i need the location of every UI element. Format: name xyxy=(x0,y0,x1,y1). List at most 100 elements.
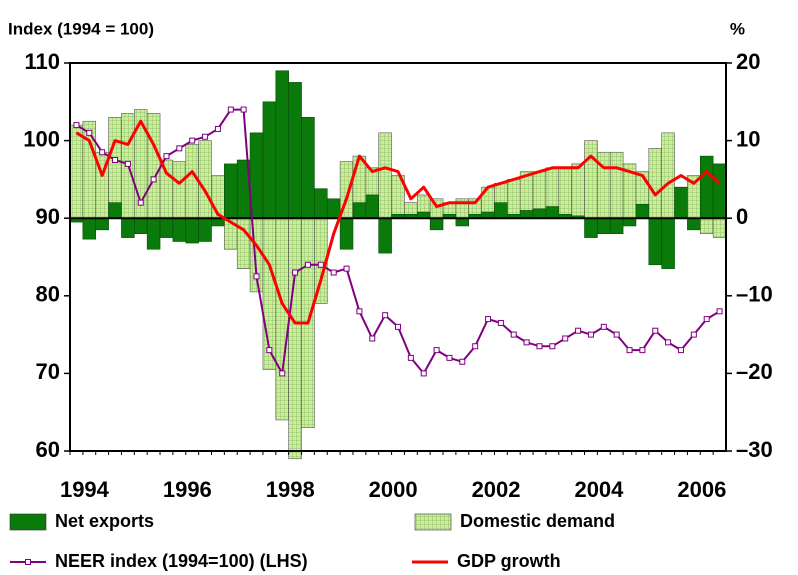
line-marker xyxy=(690,331,697,338)
y-tick-label: 110 xyxy=(25,49,61,74)
legend-label: NEER index (1994=100) (LHS) xyxy=(55,551,308,571)
bar xyxy=(352,202,367,219)
line-marker xyxy=(562,335,569,342)
legend-swatch xyxy=(9,513,47,531)
bar xyxy=(262,101,277,219)
bar xyxy=(674,186,688,219)
bar xyxy=(326,198,341,219)
line-marker xyxy=(240,106,247,113)
line-marker xyxy=(407,354,414,361)
line-marker xyxy=(510,331,517,338)
line-marker xyxy=(703,316,710,323)
bar xyxy=(146,113,161,219)
bar xyxy=(378,217,392,254)
y-tick-label: 80 xyxy=(36,282,60,307)
y-tick-label: 70 xyxy=(36,359,60,384)
y2-axis-label: % xyxy=(730,19,745,38)
bar xyxy=(661,132,675,219)
bar xyxy=(211,217,225,227)
bar xyxy=(571,163,585,219)
y2-tick-label: –20 xyxy=(736,359,773,384)
bar xyxy=(494,202,508,219)
bar xyxy=(635,203,650,219)
bar xyxy=(198,217,212,242)
plot-frame xyxy=(69,62,727,452)
y-tick-label: 60 xyxy=(36,437,60,462)
x-tick-label: 2004 xyxy=(574,477,624,502)
bar xyxy=(159,159,174,219)
line-marker xyxy=(189,137,196,144)
bar xyxy=(558,167,572,219)
line-marker xyxy=(433,347,440,354)
line-marker xyxy=(613,331,620,338)
line-marker xyxy=(472,343,479,350)
line-marker xyxy=(86,129,93,136)
line-marker xyxy=(369,335,376,342)
legend-label: Net exports xyxy=(55,511,154,531)
x-tick-label: 2002 xyxy=(472,477,521,502)
line-marker xyxy=(587,331,594,338)
line-marker xyxy=(227,106,234,113)
bar xyxy=(648,148,662,219)
bar xyxy=(378,132,392,219)
legend-marker xyxy=(25,559,31,565)
line-marker xyxy=(382,312,389,319)
line-marker xyxy=(279,370,286,377)
bar xyxy=(429,217,444,231)
line-marker xyxy=(73,122,80,129)
y2-tick-label: 20 xyxy=(736,49,760,74)
line-marker xyxy=(176,145,183,152)
legend-label: Domestic demand xyxy=(460,511,615,531)
line-marker xyxy=(639,347,646,354)
line-marker xyxy=(626,347,633,354)
bar xyxy=(609,217,624,235)
line-marker xyxy=(292,269,299,276)
bar xyxy=(339,217,354,250)
line-marker xyxy=(575,327,582,334)
bar xyxy=(288,217,302,460)
bar xyxy=(288,82,302,219)
bar xyxy=(584,217,598,238)
line-marker xyxy=(253,273,260,280)
bar xyxy=(198,140,212,219)
bar xyxy=(699,155,714,219)
y2-tick-label: 10 xyxy=(736,126,760,151)
bar xyxy=(532,208,547,219)
bar xyxy=(146,217,161,250)
bar xyxy=(95,217,109,231)
line-marker xyxy=(150,176,157,183)
line-marker xyxy=(549,343,556,350)
bar xyxy=(597,217,611,235)
bar xyxy=(134,217,148,235)
y-axis-label: Index (1994 = 100) xyxy=(8,19,154,38)
legend-label: GDP growth xyxy=(457,551,561,571)
bar xyxy=(121,217,135,238)
bar xyxy=(365,194,380,219)
bar xyxy=(507,179,521,219)
bar xyxy=(584,140,598,219)
line-marker xyxy=(536,343,543,350)
bar xyxy=(172,217,187,242)
line-marker xyxy=(652,327,659,334)
y2-tick-label: 0 xyxy=(736,204,748,229)
line-marker xyxy=(343,265,350,272)
bar xyxy=(699,217,714,235)
bar xyxy=(69,124,84,219)
line-marker xyxy=(497,319,504,326)
line-marker xyxy=(214,125,221,132)
line-marker xyxy=(600,323,607,330)
x-tick-label: 2000 xyxy=(369,477,418,502)
line-marker xyxy=(485,316,492,323)
y-tick-label: 90 xyxy=(36,204,60,229)
bar xyxy=(275,217,289,421)
line-marker xyxy=(523,339,530,346)
bar xyxy=(712,217,727,238)
line-marker xyxy=(356,308,363,315)
line-marker xyxy=(99,149,106,156)
line xyxy=(75,119,721,325)
line-marker xyxy=(665,339,672,346)
line-marker xyxy=(677,347,684,354)
y-tick-label: 100 xyxy=(23,126,60,151)
bar xyxy=(108,202,122,219)
